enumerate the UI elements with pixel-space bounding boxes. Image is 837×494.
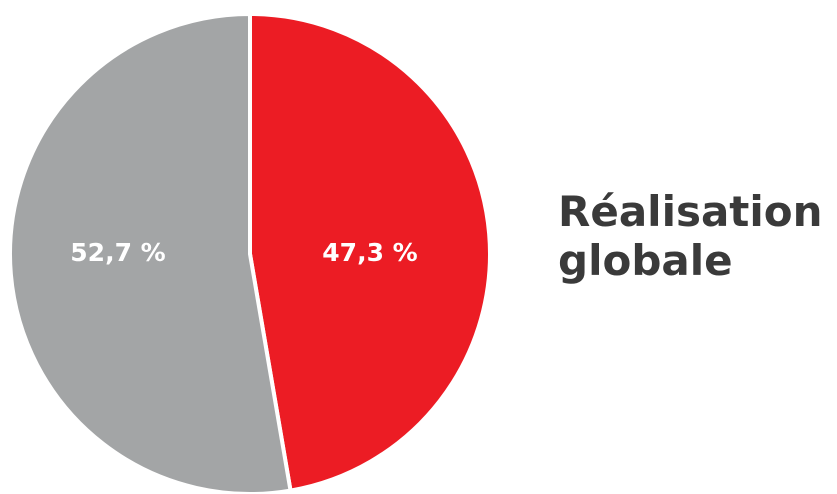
chart-title: Réalisation globale	[558, 187, 823, 285]
pie-chart: 47,3 % 52,7 %	[8, 12, 492, 494]
pie-slice-remaining	[8, 12, 293, 494]
slice-label-realized: 47,3 %	[322, 238, 417, 267]
chart-title-line-2: globale	[558, 236, 733, 285]
slice-label-remaining: 52,7 %	[70, 238, 165, 267]
pie-slice-realized	[248, 12, 492, 493]
chart-title-line-1: Réalisation	[558, 187, 823, 236]
